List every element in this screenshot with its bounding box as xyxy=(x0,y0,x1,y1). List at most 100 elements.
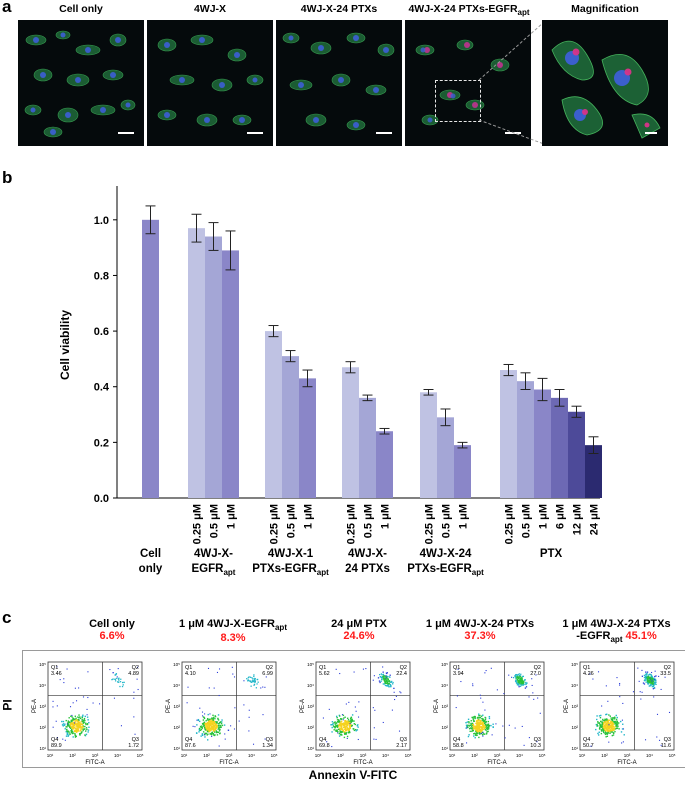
flow-event xyxy=(350,716,353,719)
y-tick-label: 0.8 xyxy=(94,270,109,282)
flow-event xyxy=(345,726,347,728)
dose-label: 0.25 μM xyxy=(424,504,436,544)
flow-event xyxy=(74,735,77,737)
flow-event xyxy=(212,714,214,717)
flow-event xyxy=(202,715,204,717)
flow-event xyxy=(340,725,342,727)
flow-event xyxy=(611,725,613,727)
quadrant-q3-label: Q3 xyxy=(400,737,407,743)
flow-event xyxy=(528,737,530,739)
flow-x-axis-label: FITC-A xyxy=(219,760,238,766)
flow-event xyxy=(212,723,214,726)
flow-event xyxy=(484,716,486,719)
flow-event xyxy=(205,724,207,727)
flow-event xyxy=(205,725,207,728)
flow-event xyxy=(80,728,82,730)
flow-event xyxy=(83,717,86,720)
flow-event xyxy=(604,721,606,723)
flow-event xyxy=(644,739,647,741)
flow-event xyxy=(390,685,392,687)
flow-event xyxy=(645,674,647,676)
flow-event xyxy=(618,728,620,730)
flow-event xyxy=(597,721,599,723)
flow-y-tick: 10¹ xyxy=(441,746,448,751)
flow-plot-frame xyxy=(181,661,277,751)
flow-event xyxy=(71,728,73,731)
group-label: PTXs-EGFRapt xyxy=(407,563,484,577)
flow-event xyxy=(471,716,473,719)
flow-event xyxy=(515,679,517,681)
flow-event xyxy=(56,705,58,707)
flow-event xyxy=(382,666,384,668)
flow-event xyxy=(612,717,614,719)
flow-title-2: 1 μM 4WJ-X-EGFRapt 8.3% xyxy=(179,618,287,645)
flow-event xyxy=(388,680,391,682)
quadrant-q1-label: Q1 xyxy=(185,665,192,671)
flow-y-axis-label: PE-A xyxy=(564,699,570,713)
flow-event xyxy=(607,731,609,733)
flow-event xyxy=(651,676,654,678)
flow-x-tick: 10⁴ xyxy=(516,753,523,758)
flow-event xyxy=(471,730,473,733)
flow-event xyxy=(68,724,70,726)
group-label: EGFRapt xyxy=(192,563,236,577)
flow-event xyxy=(338,732,341,735)
flow-event xyxy=(202,722,205,725)
group-label: PTXs-EGFRapt xyxy=(252,563,329,577)
flow-event xyxy=(216,721,219,723)
flow-event xyxy=(385,676,387,678)
flow-event xyxy=(256,683,258,685)
flow-event xyxy=(644,675,646,677)
flow-event xyxy=(70,720,73,723)
flow-event xyxy=(645,671,647,673)
flow-event xyxy=(331,726,333,729)
bar xyxy=(534,389,551,498)
flow-event xyxy=(74,723,76,725)
flow-event xyxy=(619,720,622,723)
flow-event xyxy=(520,679,522,681)
flow-event xyxy=(597,725,599,727)
flow-event xyxy=(480,722,483,725)
micro-title-4wjx-24ptx-egfr: 4WJ-X-24 PTXs-EGFRapt xyxy=(408,3,530,18)
flow-event xyxy=(75,719,77,721)
flow-event xyxy=(655,675,657,677)
flow-event xyxy=(612,725,614,728)
micrograph-4wjx-24ptx xyxy=(276,20,402,146)
flow-y-tick: 10⁵ xyxy=(173,662,180,667)
flow-event xyxy=(652,683,655,685)
flow-event xyxy=(604,732,606,735)
flow-event xyxy=(81,720,84,722)
flow-event xyxy=(605,723,608,725)
flow-y-axis-label: PE-A xyxy=(32,699,38,713)
flow-event xyxy=(374,709,376,711)
flow-event xyxy=(335,668,337,670)
flow-event xyxy=(246,678,248,680)
flow-event xyxy=(187,686,189,688)
flow-event xyxy=(81,723,83,726)
flow-event xyxy=(517,674,520,676)
flow-event xyxy=(206,722,208,725)
flow-event xyxy=(480,730,483,732)
flow-event xyxy=(217,728,219,730)
flow-event xyxy=(601,724,603,726)
flow-event xyxy=(386,681,388,683)
flow-event xyxy=(480,723,482,725)
flow-x-tick: 10³ xyxy=(624,753,631,758)
flow-event xyxy=(345,703,347,705)
flow-event xyxy=(208,730,210,733)
flow-event xyxy=(471,725,473,727)
flow-event xyxy=(382,673,385,676)
flow-event xyxy=(206,717,209,720)
flow-event xyxy=(521,679,523,682)
flow-event xyxy=(52,726,54,728)
flow-event xyxy=(650,679,653,681)
flow-event xyxy=(338,715,341,717)
flow-event xyxy=(341,726,343,728)
flow-event xyxy=(208,727,211,729)
panel-label-c: c xyxy=(2,608,12,627)
flow-event xyxy=(252,679,254,681)
flow-event xyxy=(384,678,386,680)
flow-event xyxy=(218,694,220,697)
flow-event xyxy=(74,718,76,721)
group-label: only xyxy=(139,563,163,575)
